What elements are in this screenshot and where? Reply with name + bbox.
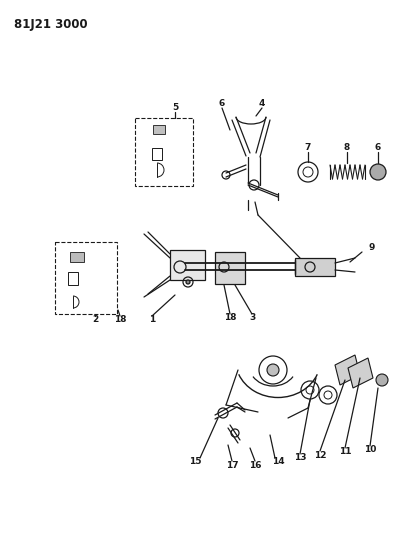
- Text: 4: 4: [259, 100, 265, 109]
- Bar: [215, 252, 245, 284]
- Text: 6: 6: [375, 143, 381, 152]
- Text: 81J21 3000: 81J21 3000: [14, 18, 88, 31]
- Text: 10: 10: [364, 446, 376, 455]
- Text: 7: 7: [305, 143, 311, 152]
- Circle shape: [186, 280, 190, 284]
- Text: 13: 13: [294, 454, 306, 463]
- Bar: [295, 258, 335, 276]
- Bar: [152, 148, 162, 160]
- Bar: [68, 272, 78, 285]
- Polygon shape: [348, 358, 373, 388]
- Text: 15: 15: [189, 457, 201, 466]
- Bar: [135, 118, 193, 186]
- Text: 17: 17: [226, 461, 238, 470]
- Text: 18: 18: [224, 313, 236, 322]
- Bar: [70, 252, 84, 262]
- Text: 3: 3: [249, 313, 255, 322]
- Bar: [170, 250, 205, 280]
- Circle shape: [370, 164, 386, 180]
- Text: 18: 18: [114, 316, 126, 325]
- Text: 5: 5: [172, 103, 178, 112]
- Circle shape: [376, 374, 388, 386]
- Text: 12: 12: [314, 450, 326, 459]
- Polygon shape: [335, 355, 360, 385]
- Text: 9: 9: [369, 244, 375, 253]
- Text: 8: 8: [344, 143, 350, 152]
- Bar: [153, 125, 165, 134]
- Text: 2: 2: [92, 316, 98, 325]
- Text: 6: 6: [219, 100, 225, 109]
- Text: 16: 16: [249, 461, 261, 470]
- Circle shape: [267, 364, 279, 376]
- Text: 14: 14: [272, 457, 284, 466]
- Bar: [55, 242, 117, 314]
- Text: 11: 11: [339, 448, 351, 456]
- Text: 1: 1: [149, 316, 155, 325]
